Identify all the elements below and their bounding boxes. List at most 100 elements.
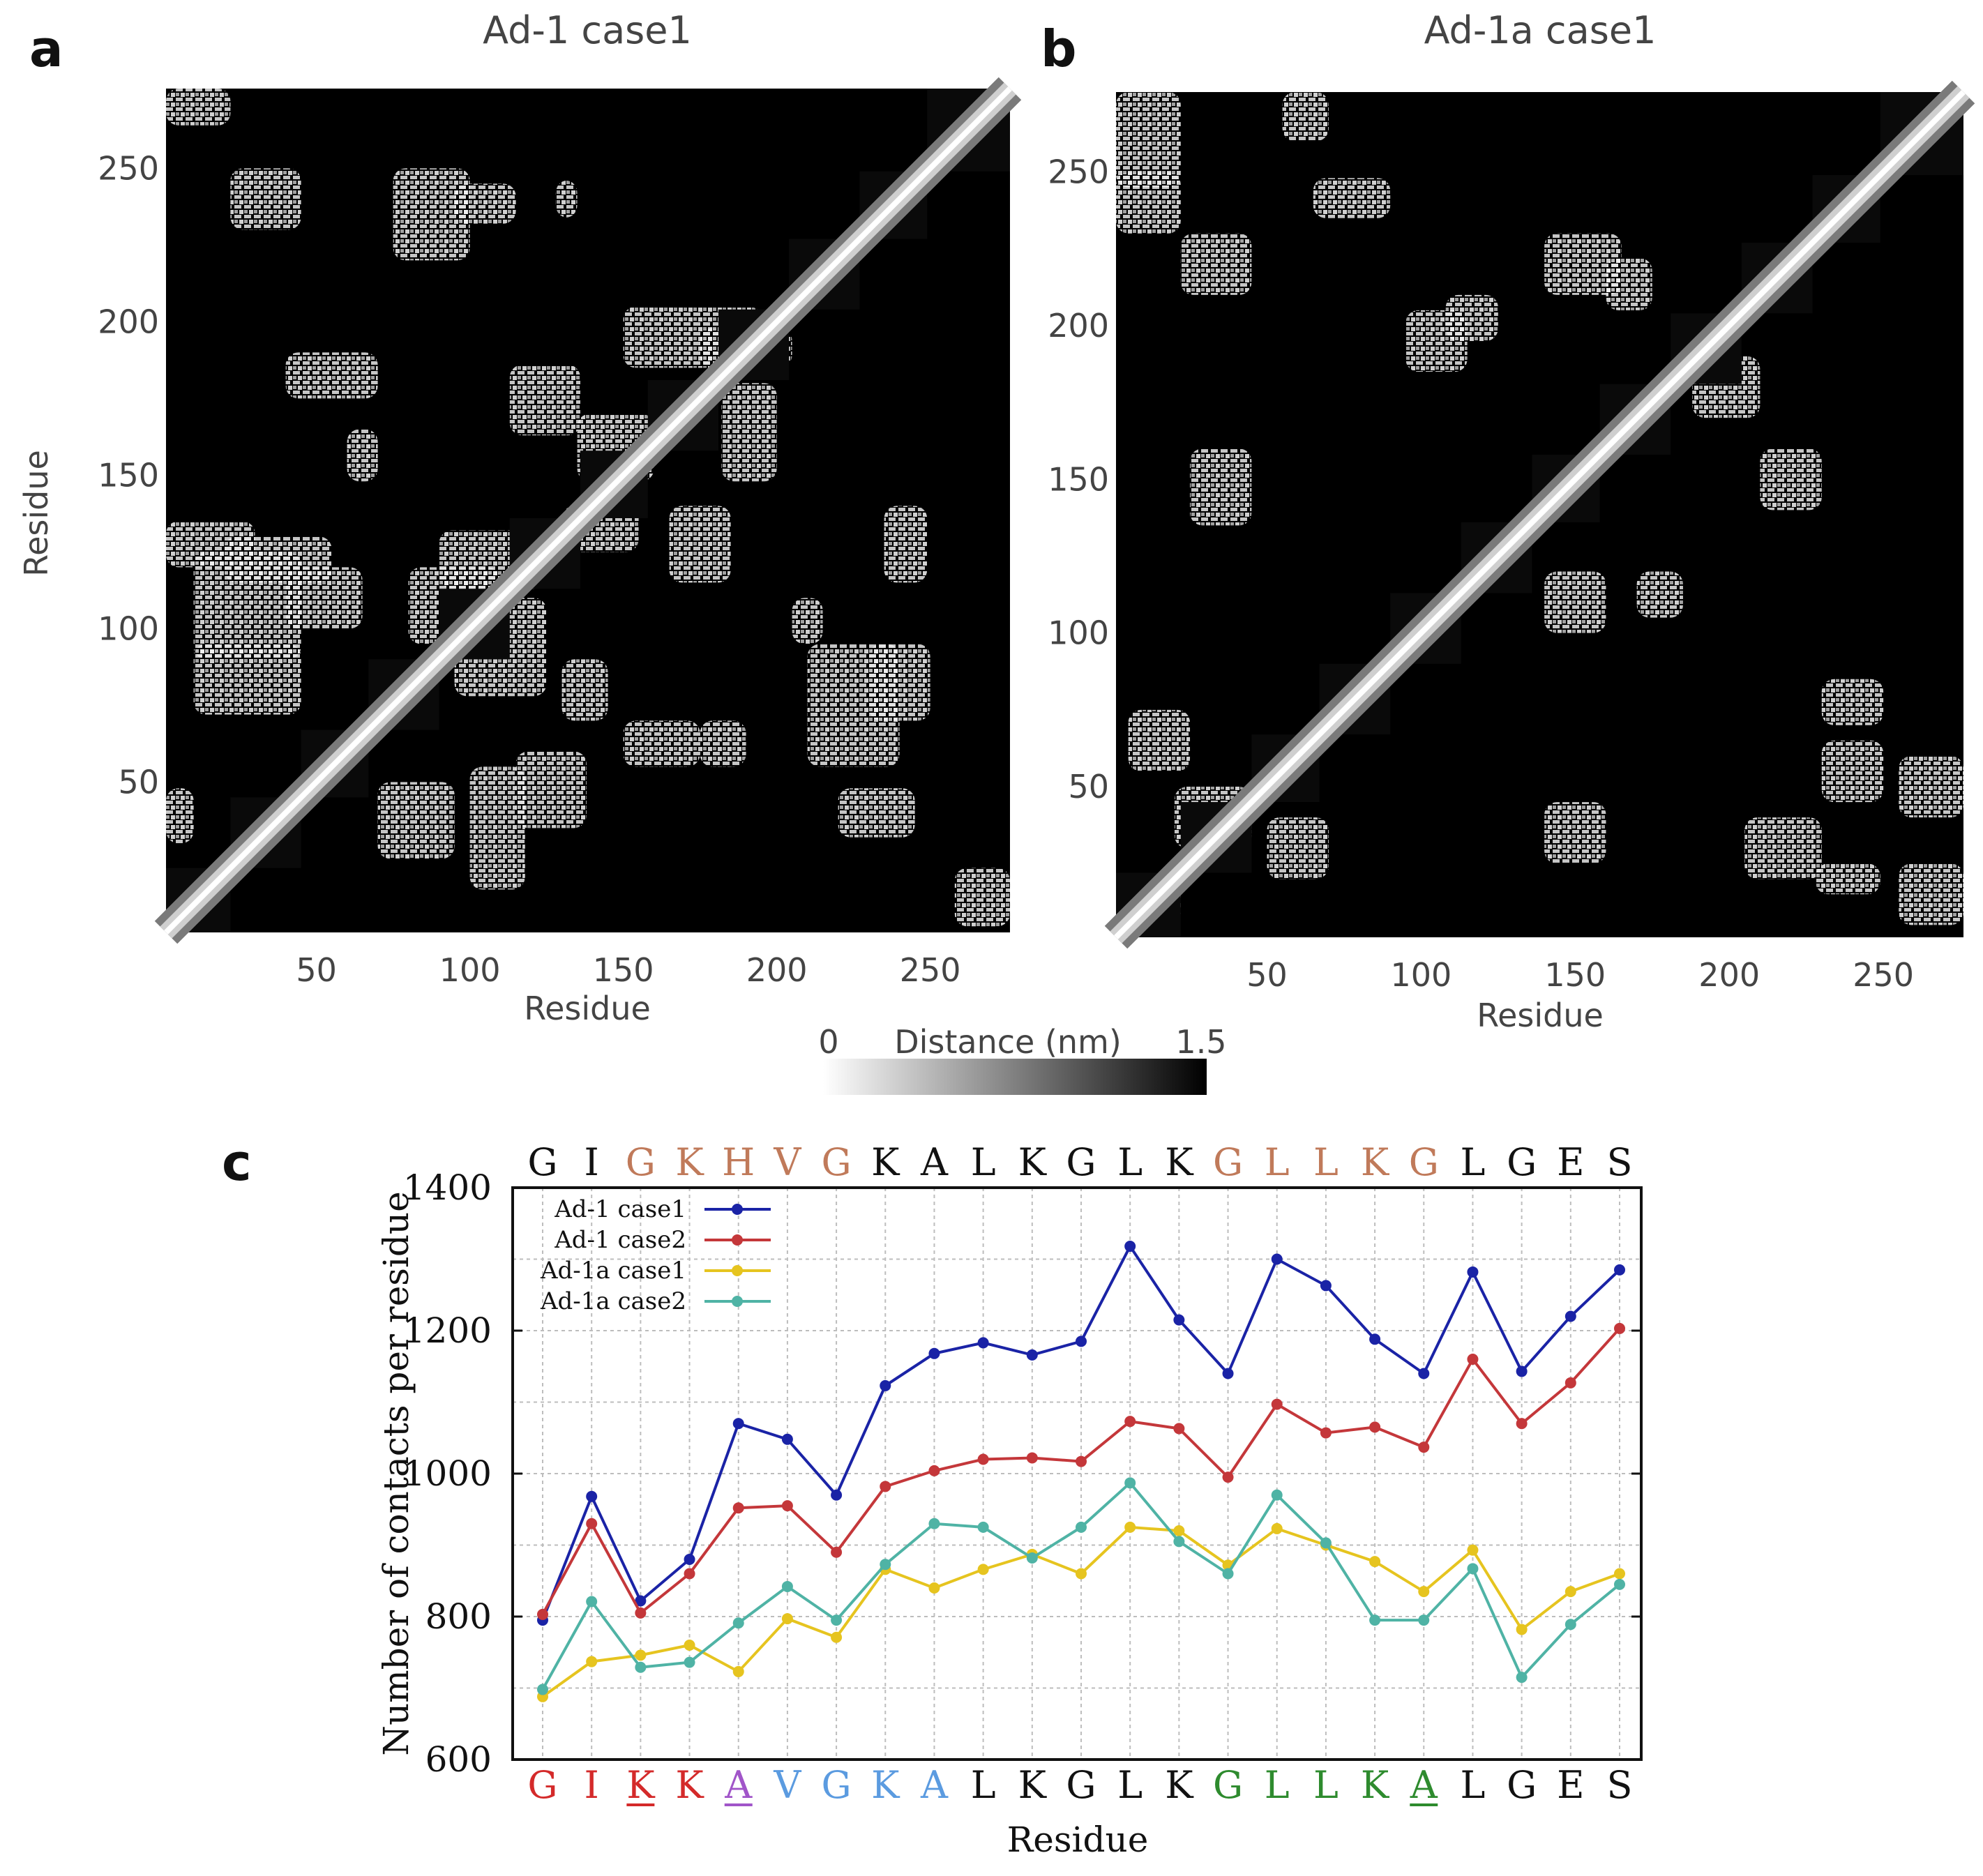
x-tick-label: 200 (746, 951, 808, 989)
legend-marker (732, 1296, 743, 1307)
data-point (684, 1554, 695, 1565)
data-point (1271, 1489, 1283, 1501)
contact-region (1821, 679, 1884, 725)
x-tick-label: A (724, 1763, 753, 1807)
y-tick-label: 50 (118, 763, 159, 801)
panel-b-letter: b (1041, 20, 1077, 78)
x-tick-label: V (773, 1763, 801, 1807)
top-sequence-residue: K (675, 1140, 704, 1184)
data-point (928, 1582, 940, 1594)
data-point (831, 1489, 843, 1501)
data-point (781, 1613, 793, 1625)
contact-region (1116, 92, 1181, 188)
x-tick-label: K (1165, 1763, 1194, 1807)
x-tick-label: G (822, 1763, 852, 1807)
contact-region (193, 644, 301, 715)
plot-area (513, 1188, 1641, 1760)
contact-region (1760, 448, 1822, 510)
contact-region (1606, 257, 1652, 310)
data-point (1173, 1525, 1185, 1536)
legend-marker (732, 1265, 743, 1276)
data-point (1076, 1521, 1087, 1533)
data-point (635, 1607, 647, 1619)
data-point (1222, 1368, 1234, 1379)
colorbar-max-label: 1.5 (1175, 1023, 1226, 1061)
data-point (1418, 1442, 1430, 1453)
data-point (1564, 1619, 1576, 1631)
panel-b-xlabel: Residue (1477, 997, 1604, 1034)
data-point (1467, 1354, 1479, 1365)
data-point (1124, 1241, 1136, 1253)
data-point (880, 1481, 891, 1492)
data-point (1564, 1310, 1576, 1322)
contact-region (454, 183, 516, 224)
x-tick-label: K (1361, 1763, 1390, 1807)
x-tick-label: G (1066, 1763, 1096, 1807)
data-point (1564, 1586, 1576, 1598)
contact-region (838, 788, 915, 838)
contact-region (555, 181, 578, 218)
top-sequence-residue: K (1361, 1140, 1390, 1184)
panel-b: b Ad-1a case1 50 100 150 200 250 50 100 150 200 2… (1041, 8, 1975, 1034)
contact-region (792, 598, 823, 644)
data-point (1418, 1614, 1430, 1626)
contact-region (285, 352, 378, 399)
contact-region (1544, 802, 1606, 864)
data-point (928, 1347, 940, 1359)
x-tick-label: 100 (439, 951, 501, 989)
contact-region (561, 659, 608, 721)
heatmap-a (154, 77, 1022, 944)
diagonal-band-core (164, 86, 1012, 935)
legend-marker (732, 1204, 743, 1215)
panel-a-letter: a (29, 20, 63, 78)
contact-region (193, 552, 301, 660)
top-sequence-residue: I (585, 1140, 599, 1184)
x-tick-label: I (585, 1763, 599, 1807)
data-point (1369, 1333, 1381, 1345)
y-tick-label: 1000 (403, 1453, 492, 1494)
y-tick-label: 150 (1048, 460, 1109, 498)
contact-region (515, 751, 587, 829)
data-point (1222, 1568, 1234, 1580)
x-tick-label: S (1607, 1763, 1633, 1807)
data-point (880, 1559, 891, 1571)
colorbar-gradient (823, 1059, 1207, 1095)
diagonal-band-core (1114, 90, 1966, 939)
legend-label: Ad-1 case1 (554, 1195, 686, 1223)
data-point (1026, 1452, 1038, 1464)
data-point (1467, 1544, 1479, 1556)
contact-region (1815, 863, 1880, 895)
heatmap-b-axes: 50 100 150 200 250 50 100 150 200 250 (1048, 153, 1914, 994)
data-point (586, 1656, 598, 1667)
data-point (1173, 1423, 1185, 1435)
data-point (1026, 1349, 1038, 1361)
top-sequence-residue: L (971, 1140, 996, 1184)
data-point (684, 1656, 695, 1668)
data-point (1173, 1314, 1185, 1326)
contact-region (1636, 571, 1683, 618)
top-sequence-residue: G (626, 1140, 656, 1184)
data-point (1418, 1586, 1430, 1598)
contact-region (1544, 233, 1622, 295)
contact-region (721, 383, 777, 482)
data-point (635, 1595, 647, 1607)
data-point (880, 1379, 891, 1391)
contact-region (1190, 448, 1252, 526)
x-tick-label: 250 (900, 951, 961, 989)
contact-region (393, 168, 470, 261)
data-point (1124, 1416, 1136, 1428)
top-sequence-residue: L (1117, 1140, 1143, 1184)
y-tick-label: 1400 (403, 1167, 492, 1208)
x-tick-label: 250 (1853, 956, 1914, 994)
y-tick-label: 200 (98, 303, 159, 340)
panel-a: a Ad-1 case1 50 100 150 200 250 50 100 150 200 25… (17, 8, 1022, 1027)
data-point (1320, 1537, 1332, 1549)
contact-region (509, 365, 580, 436)
data-point (831, 1631, 843, 1643)
data-point (1320, 1427, 1332, 1439)
contact-region (700, 720, 746, 767)
contact-region (1821, 740, 1884, 803)
top-sequence-residue: S (1607, 1140, 1633, 1184)
